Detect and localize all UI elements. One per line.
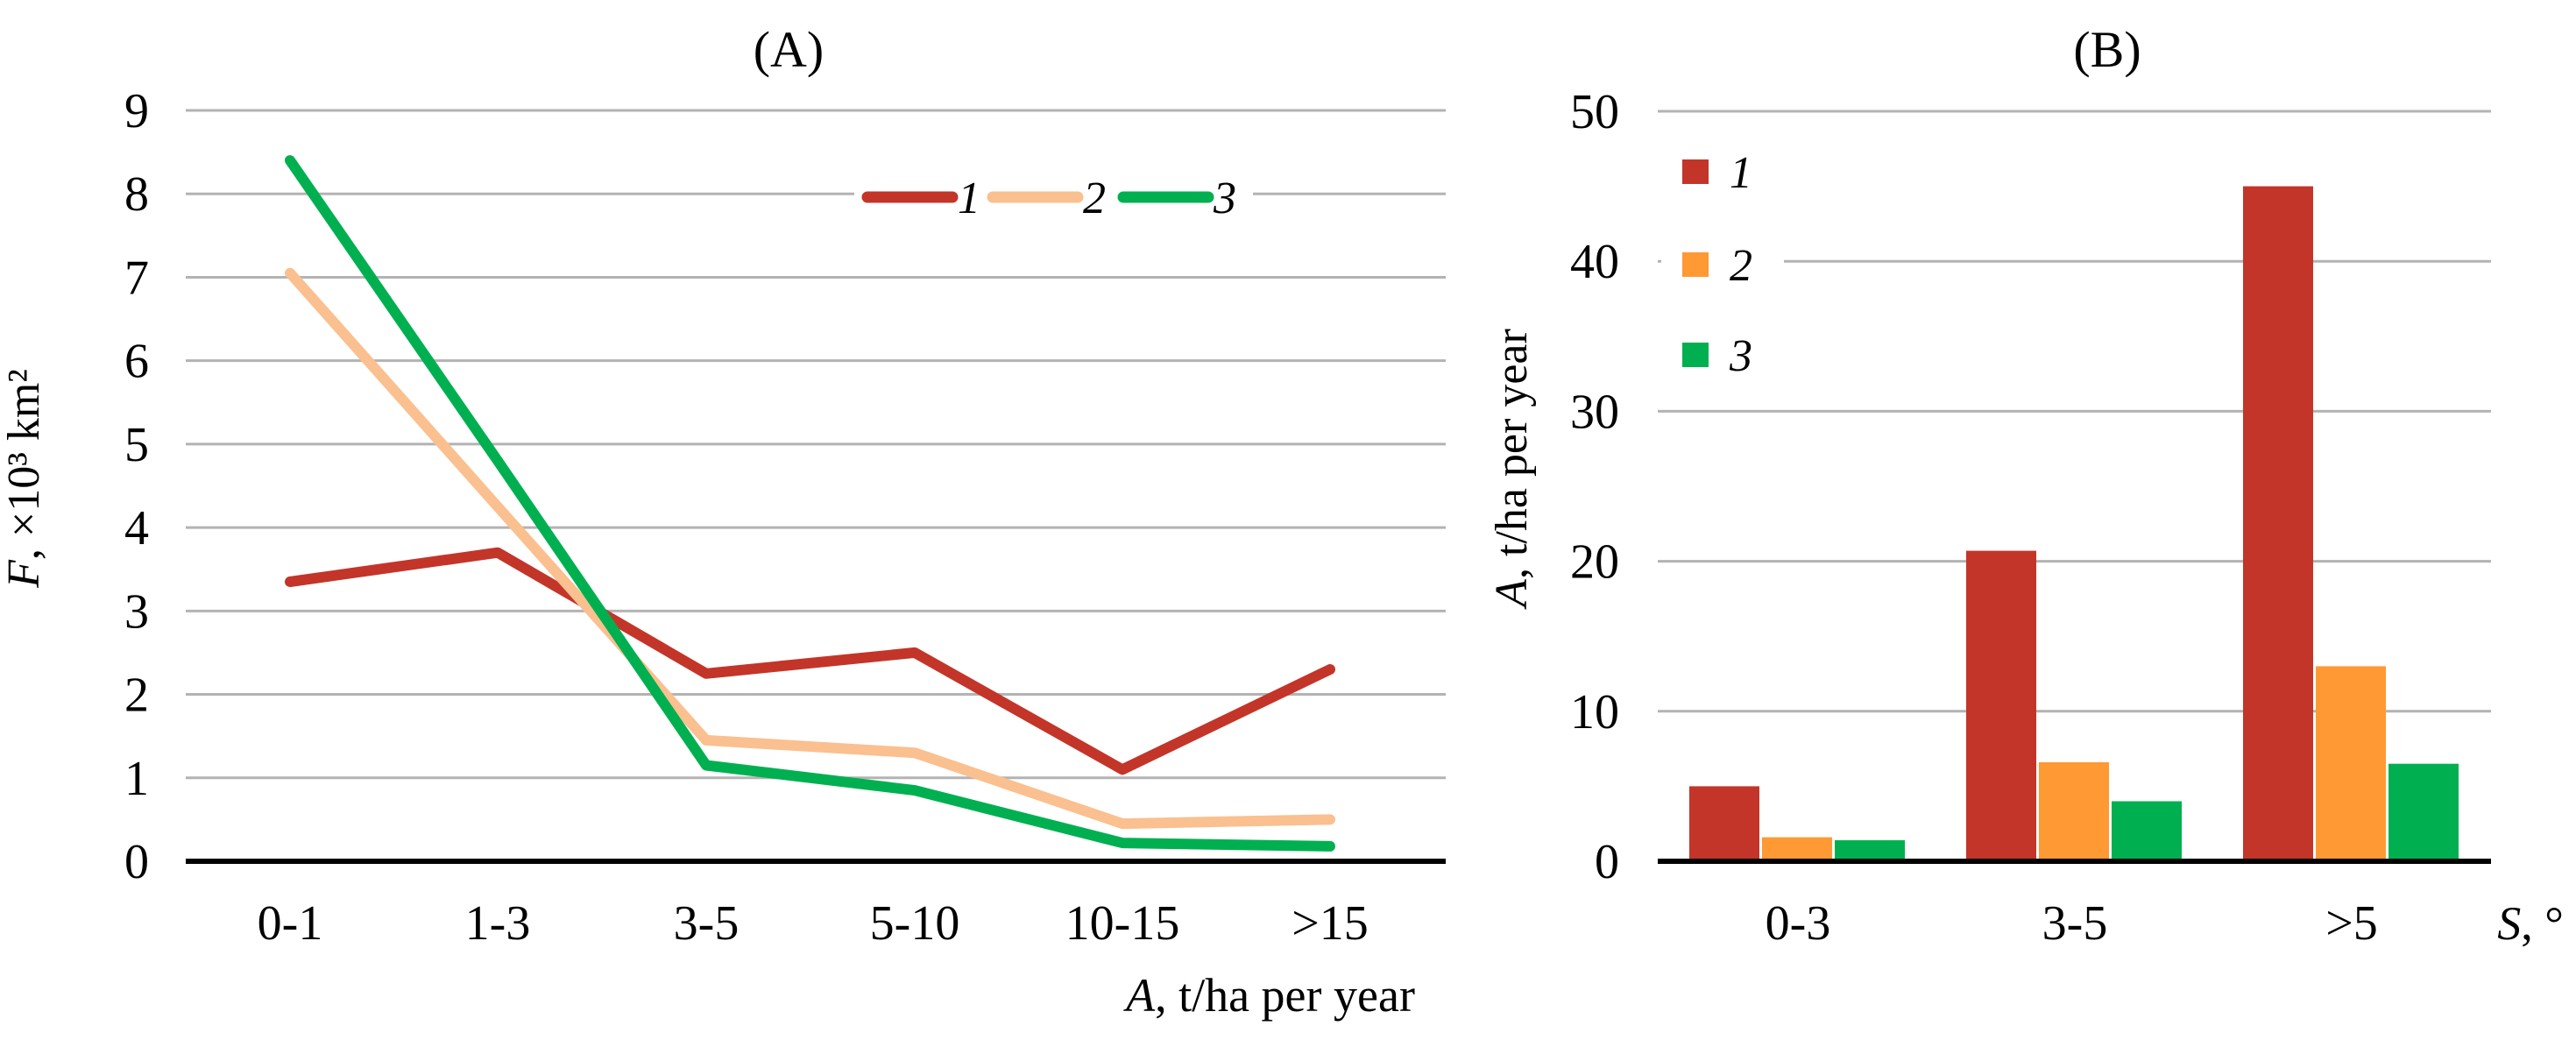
series-line-2: [285, 267, 1335, 830]
panel-b-y-tick-50: 50: [1570, 85, 1619, 139]
legend-label-2: 2: [1083, 173, 1106, 223]
panel-b-y-tick-0: 0: [1595, 835, 1619, 889]
panel-b-legend: 1 2 3: [1661, 148, 1784, 381]
bar-series1-cat0: [1689, 786, 1759, 861]
panel-a-legend: 1 2 3: [854, 173, 1253, 223]
series-line-3: [285, 155, 1335, 852]
panel-a-y-tick-8: 8: [124, 167, 149, 222]
panel-b-x-axis-units: , °: [2521, 897, 2564, 950]
panel-b-gridlines: [1658, 110, 2491, 713]
panel-a-y-tick-5: 5: [124, 418, 149, 472]
bar-series2-cat1: [2039, 762, 2109, 861]
panel-b-y-axis-title: A, t/ha per year: [1487, 329, 1537, 610]
panel-a-x-axis-title: A, t/ha per year: [1123, 969, 1415, 1022]
panel-a-y-axis-units: , ×10³ km²: [0, 369, 49, 560]
panel-b-bars: [1689, 186, 2459, 862]
panel-a-y-tick-7: 7: [124, 251, 149, 305]
panel-a-y-tick-2: 2: [124, 669, 149, 723]
bar-series1-cat1: [1966, 550, 2036, 861]
panel-a-tick-labels: 0 1 2 3 4 5 6 7 8 9 0-1 1-3 3-5 5-10 10-15 >15: [124, 84, 1369, 951]
panel-b-x-axis-variable: S: [2497, 897, 2521, 950]
panel-a-y-tick-1: 1: [124, 752, 149, 806]
bar-series2-cat2: [2316, 666, 2386, 861]
panel-a-x-tick-4: 10-15: [1065, 896, 1180, 951]
legend-label-1: 1: [1730, 148, 1752, 198]
panel-a-x-tick-1: 1-3: [465, 896, 531, 951]
panel-b-title: (B): [2073, 21, 2141, 78]
panel-b-legend-background: [1661, 242, 1784, 284]
bar-series3-cat0: [1835, 840, 1905, 861]
panel-a-x-tick-3: 5-10: [870, 896, 960, 951]
panel-a-title: (A): [754, 21, 824, 78]
panel-a-x-tick-5: >15: [1292, 896, 1369, 951]
legend-label-2: 2: [1730, 241, 1752, 291]
panel-a-y-tick-3: 3: [124, 584, 149, 639]
panel-a-gridlines: [186, 109, 1446, 780]
panel-b-y-tick-30: 30: [1570, 385, 1619, 439]
legend-label-1: 1: [958, 173, 980, 223]
panel-b-x-axis-title: S, °: [2497, 897, 2564, 950]
panel-b-y-axis-units: , t/ha per year: [1487, 329, 1537, 579]
legend-square-swatch-2: [1682, 252, 1709, 277]
panel-a-y-tick-0: 0: [124, 835, 149, 889]
panel-b-x-tick-0: 0-3: [1766, 896, 1831, 951]
panel-b-y-axis-variable: A: [1487, 579, 1537, 610]
legend-square-swatch-1: [1682, 159, 1709, 184]
panel-a-x-axis-variable: A: [1123, 969, 1156, 1022]
panel-a-y-axis-title: F, ×10³ km²: [0, 369, 49, 589]
legend-label-3: 3: [1729, 331, 1752, 381]
panel-b-y-tick-40: 40: [1570, 235, 1619, 289]
bar-series3-cat2: [2388, 763, 2459, 861]
panel-a-series: [285, 155, 1335, 852]
bar-series1-cat2: [2243, 186, 2313, 862]
legend-square-swatch-3: [1682, 343, 1709, 367]
series-line-1: [285, 547, 1335, 775]
panel-b-x-tick-2: >5: [2325, 896, 2378, 951]
panel-a-y-tick-9: 9: [124, 84, 149, 138]
panel-a-y-tick-6: 6: [124, 335, 149, 389]
bar-series2-cat0: [1762, 837, 1832, 861]
panel-a-x-tick-2: 3-5: [674, 896, 740, 951]
panel-a-x-tick-0: 0-1: [258, 896, 323, 951]
panel-b-x-tick-1: 3-5: [2042, 896, 2108, 951]
panel-a-x-axis-units: , t/ha per year: [1155, 969, 1415, 1022]
legend-label-3: 3: [1213, 173, 1236, 223]
panel-b-tick-labels: 0 10 20 30 40 50 0-3 3-5 >5: [1570, 85, 2378, 951]
panel-b-y-tick-20: 20: [1570, 535, 1619, 590]
panel-a-y-tick-4: 4: [124, 501, 149, 555]
bar-series3-cat1: [2112, 801, 2182, 861]
panel-a-y-axis-variable: F: [0, 559, 49, 589]
panel-b-y-tick-10: 10: [1570, 685, 1619, 739]
